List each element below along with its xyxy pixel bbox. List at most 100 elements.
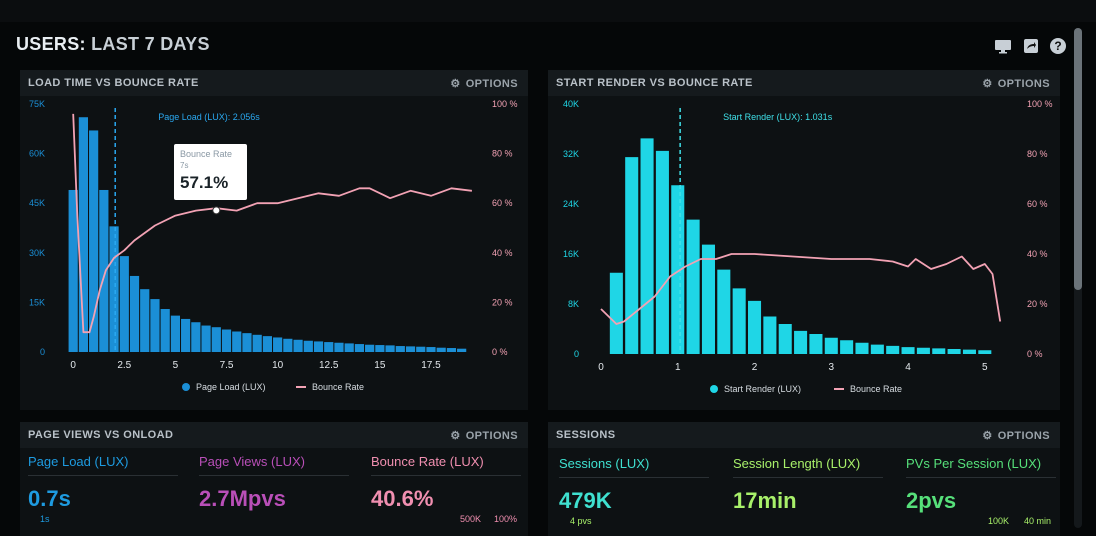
y-tick-left: 0 [40,347,45,357]
bar [732,288,746,354]
options-button[interactable]: ⚙ OPTIONS [450,78,518,90]
options-button[interactable]: ⚙ OPTIONS [450,430,518,442]
bar [855,342,869,354]
options-button[interactable]: ⚙ OPTIONS [982,78,1050,90]
share-icon[interactable] [1022,38,1040,54]
panel-header: SESSIONS ⚙ OPTIONS [548,422,1060,448]
gear-icon: ⚙ [982,430,993,442]
legend-swatch-bars [182,383,190,391]
options-button[interactable]: ⚙ OPTIONS [982,430,1050,442]
bar [901,347,915,354]
bar [962,349,976,354]
bar [303,340,313,352]
y-tick-right: 60 % [492,198,513,208]
bar [375,345,385,352]
bar [457,348,467,352]
load-time-panel: LOAD TIME VS BOUNCE RATE ⚙ OPTIONS 0 15K 30… [20,70,528,410]
bar [747,300,762,354]
marker-label: Page Load (LUX): 2.056s [158,112,260,122]
bar [824,337,838,354]
bar [870,344,884,354]
bar [181,318,191,352]
load-time-chart: 0 15K 30K 45K 60K 75K 0 % 20 % 40 % 60 % 80 % 100 %… [29,99,518,392]
bar [273,337,283,352]
bar [405,346,416,352]
bounce-rate-line [600,253,1002,325]
bar [686,219,700,354]
gear-icon: ⚙ [450,78,461,90]
x-tick: 2.5 [117,360,131,371]
footnote-left: 1s [40,514,50,524]
bar [262,336,273,352]
x-tick: 3 [829,362,835,373]
bar [640,138,654,354]
footnote-mid: 500K [460,514,482,524]
start-render-panel: START RENDER VS BOUNCE RATE ⚙ OPTIONS 0 8K… [548,70,1060,410]
footnote-right: 40 min [1024,516,1052,526]
legend-label: Start Render (LUX) [724,384,801,394]
y-tick-right: 100 % [492,99,518,109]
tooltip-value: 57.1% [180,173,228,192]
bar [221,329,232,352]
x-tick: 1 [675,362,681,373]
bar [334,342,344,352]
bar [324,342,334,352]
bar [809,334,823,354]
y-tick-left: 30K [29,248,45,258]
page-title: USERS: LAST 7 DAYS [16,34,210,54]
bar [293,339,303,352]
panel-title: SESSIONS [556,429,616,441]
metric-session-length: Session Length (LUX) 17min [733,456,883,514]
bar [201,325,211,352]
x-tick: 0 [598,362,604,373]
bar [119,256,129,352]
bar [932,348,946,354]
marker-label: Start Render (LUX): 1.031s [723,112,833,122]
y-tick-left: 32K [563,149,579,159]
x-tick: 0 [70,360,76,371]
y-tick-left: 15K [29,297,45,307]
bar [242,333,252,352]
bar [717,269,731,354]
panel-title: LOAD TIME VS BOUNCE RATE [28,77,199,89]
tooltip-title: Bounce Rate [180,149,232,159]
tooltip-point [212,206,221,215]
panel-header: PAGE VIEWS VS ONLOAD ⚙ OPTIONS [20,422,528,448]
bar [426,347,436,352]
header-icons: ? [994,38,1066,54]
bar [283,338,293,352]
y-tick-left: 60K [29,149,45,159]
y-tick-left: 40K [563,99,579,109]
panel-header: START RENDER VS BOUNCE RATE ⚙ OPTIONS [548,70,1060,96]
footnote-mid: 100K [988,516,1010,526]
bar [840,340,854,354]
bar [395,346,405,352]
help-icon[interactable]: ? [1050,38,1066,54]
bar [385,345,395,352]
legend-label: Bounce Rate [850,384,902,394]
x-tick: 7.5 [220,360,234,371]
bar [416,346,426,352]
scrollbar-thumb[interactable] [1074,28,1082,290]
metric-pvs-per-session: PVs Per Session (LUX) 2pvs [906,456,1056,514]
y-tick-right: 100 % [1027,99,1053,109]
top-bar [0,0,1096,22]
sessions-panel: SESSIONS ⚙ OPTIONS Sessions (LUX) 479K Se… [548,422,1060,536]
y-tick-right: 80 % [1027,149,1048,159]
bar [160,309,170,352]
y-tick-right: 0 % [492,347,508,357]
bar [778,324,792,354]
footnote-right: 100% [494,514,518,524]
panel-header: LOAD TIME VS BOUNCE RATE ⚙ OPTIONS [20,70,528,96]
bar [701,244,715,354]
monitor-icon[interactable] [994,38,1012,54]
bar [252,334,262,352]
tooltip-box [174,144,247,200]
bar [232,331,242,352]
bar [365,344,375,352]
bar [78,117,89,352]
x-tick: 5 [173,360,179,371]
metric-page-load: Page Load (LUX) 0.7s [28,454,178,512]
y-tick-right: 20 % [492,297,513,307]
y-tick-right: 40 % [492,248,513,258]
